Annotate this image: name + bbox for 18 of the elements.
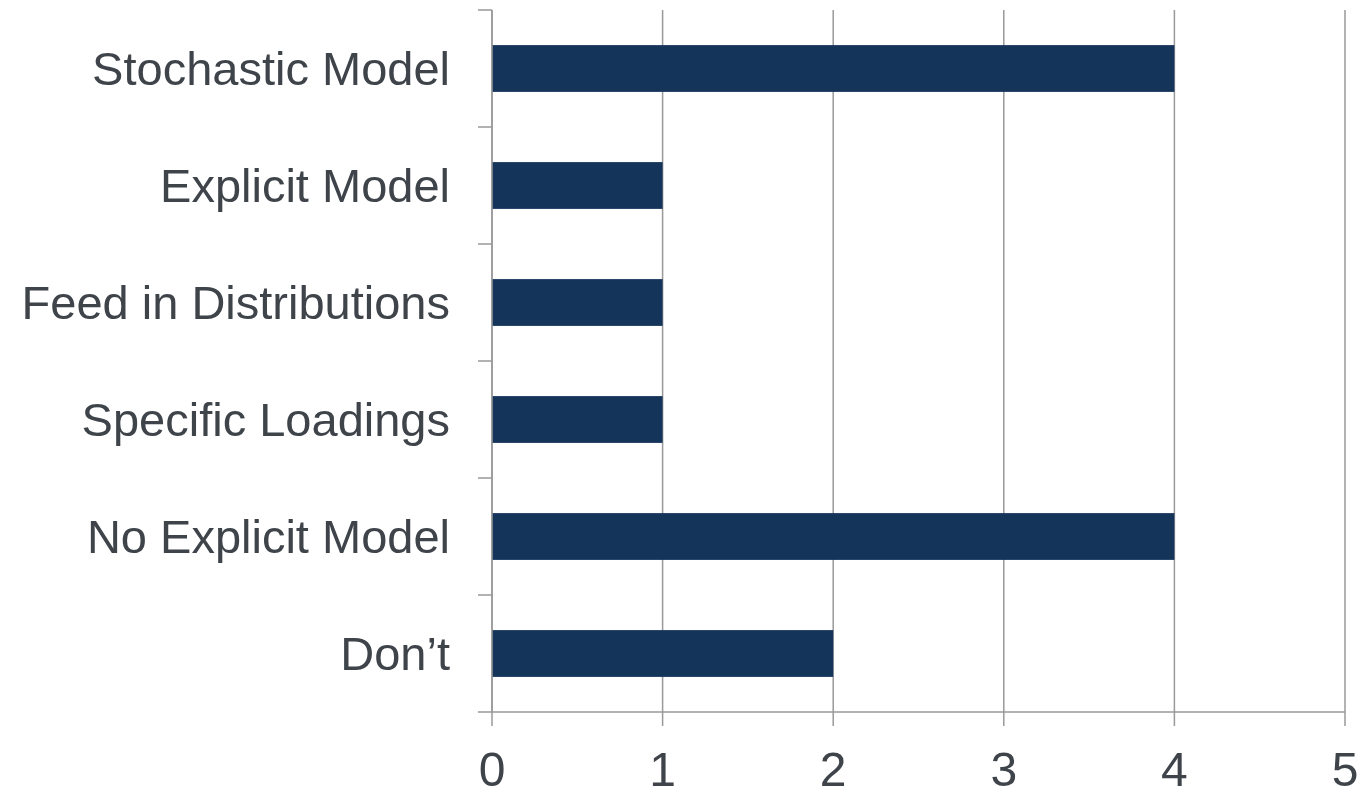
- x-tick-label: 1: [649, 742, 676, 790]
- x-tick-label: 2: [819, 742, 847, 790]
- bar: [492, 630, 834, 677]
- bar: [492, 279, 663, 326]
- y-tick-label: Explicit Model: [160, 159, 450, 212]
- x-tick-label: 3: [990, 742, 1018, 790]
- y-tick-label: Feed in Distributions: [21, 276, 450, 329]
- bar: [492, 513, 1175, 560]
- bar: [492, 396, 663, 443]
- x-tick-label: 4: [1161, 742, 1188, 790]
- y-tick-label: Stochastic Model: [92, 42, 450, 95]
- bar: [492, 162, 663, 209]
- x-tick-label: 5: [1331, 742, 1359, 790]
- bar: [492, 45, 1175, 92]
- y-tick-label: No Explicit Model: [86, 510, 450, 563]
- y-tick-label: Don’t: [340, 627, 450, 680]
- y-tick-label: Specific Loadings: [81, 393, 450, 446]
- x-tick-label: 0: [478, 742, 506, 790]
